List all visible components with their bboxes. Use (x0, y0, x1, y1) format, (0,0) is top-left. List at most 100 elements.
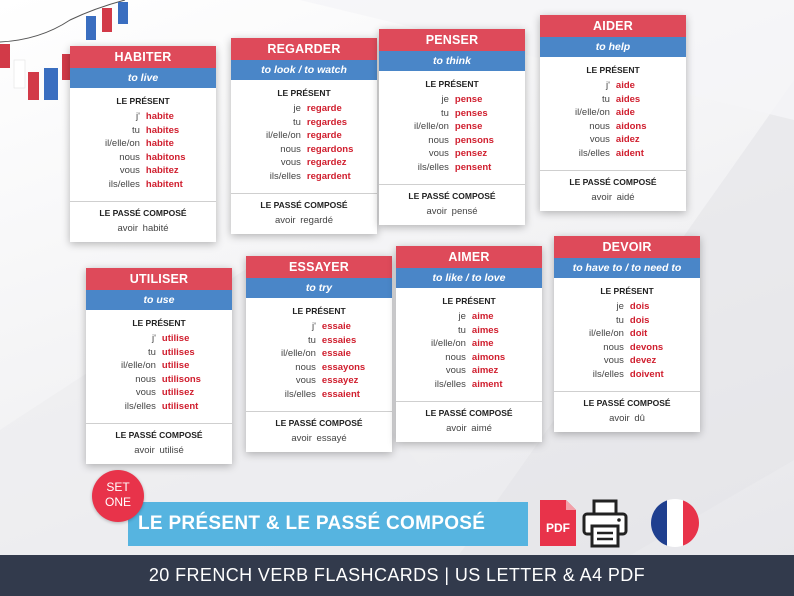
flashcard-habiter: HABITER to live LE PRÉSENT j' habite tu ha… (70, 46, 216, 242)
divider (379, 183, 525, 185)
verb-form: pensons (454, 134, 494, 146)
verb-form: aimez (471, 365, 499, 377)
passe-compose-value: avoir utilisé (134, 444, 184, 456)
pronoun: il/elle/on (105, 138, 140, 150)
verb-form: pensez (454, 148, 488, 160)
pronoun: je (293, 103, 301, 114)
pronoun: ils/elles (592, 368, 624, 380)
pronoun: ils/elles (417, 161, 449, 173)
card-verb: PENSER (379, 29, 525, 51)
conjugation-table: je regarde tu regardes il/elle/on regarde n… (231, 102, 377, 184)
pronoun: vous (445, 365, 466, 377)
card-translation: to help (540, 37, 686, 57)
card-verb: DEVOIR (554, 236, 700, 258)
pronoun: tu (131, 124, 140, 136)
set-badge: SET ONE (92, 470, 144, 522)
present-label: LE PRÉSENT (442, 296, 496, 306)
verb-form: doivent (629, 368, 664, 380)
pronoun: il/elle/on (575, 107, 610, 119)
pronoun: nous (445, 351, 466, 363)
divider (246, 410, 392, 412)
pronoun: j' (311, 321, 316, 332)
verb-form: aides (615, 93, 641, 105)
pronoun: vous (295, 375, 316, 387)
verb-form: regardez (306, 157, 347, 169)
french-flag-icon (651, 499, 699, 547)
footer-banner: 20 FRENCH VERB FLASHCARDS | US LETTER & … (0, 555, 794, 596)
pronoun: il/elle/on (431, 338, 466, 350)
pronoun: vous (603, 355, 624, 367)
card-translation: to look / to watch (231, 60, 377, 80)
present-label: LE PRÉSENT (132, 318, 186, 328)
pronoun: je (441, 94, 449, 105)
pronoun: tu (601, 93, 610, 105)
verb-form: habitez (145, 165, 179, 177)
verb-form: habitons (145, 151, 186, 163)
verb-form: essaient (321, 388, 360, 400)
verb-form: penses (454, 107, 488, 119)
verb-form: aidez (615, 134, 640, 146)
passe-compose-label: LE PASSÉ COMPOSÉ (115, 429, 203, 440)
pronoun: ils/elles (124, 400, 156, 412)
pronoun: nous (295, 361, 316, 373)
pronoun: j' (605, 80, 610, 91)
card-verb: ESSAYER (246, 256, 392, 278)
flashcard-utiliser: UTILISER to use LE PRÉSENT j' utilise tu u… (86, 268, 232, 464)
verb-form: essayez (321, 375, 359, 387)
verb-form: dois (629, 301, 650, 312)
pronoun: nous (119, 151, 140, 163)
pronoun: il/elle/on (281, 348, 316, 360)
flashcard-essayer: ESSAYER to try LE PRÉSENT j' essaie tu ess… (246, 256, 392, 452)
pronoun: il/elle/on (414, 121, 449, 133)
pronoun: ils/elles (434, 378, 466, 390)
pronoun: nous (135, 373, 156, 385)
verb-form: devez (629, 355, 657, 367)
verb-form: aime (471, 311, 494, 322)
printer-icon (582, 499, 628, 548)
verb-form: habite (145, 138, 174, 150)
present-label: LE PRÉSENT (586, 65, 640, 75)
verb-form: pense (454, 121, 483, 133)
card-translation: to have to / to need to (554, 258, 700, 278)
pronoun: tu (615, 314, 624, 326)
divider (70, 200, 216, 202)
conjugation-table: j' habite tu habites il/elle/on habite nous… (70, 110, 216, 192)
verb-form: regardent (306, 170, 351, 182)
pronoun: ils/elles (284, 388, 316, 400)
verb-form: regarde (306, 130, 342, 142)
passe-compose-label: LE PASSÉ COMPOSÉ (408, 190, 496, 201)
card-translation: to think (379, 51, 525, 71)
pronoun: vous (589, 134, 610, 146)
divider (86, 422, 232, 424)
passe-compose-value: avoir dû (609, 412, 645, 424)
card-translation: to try (246, 278, 392, 298)
present-label: LE PRÉSENT (116, 96, 170, 106)
card-translation: to live (70, 68, 216, 88)
pronoun: je (458, 311, 466, 322)
passe-compose-label: LE PASSÉ COMPOSÉ (260, 199, 348, 210)
verb-form: devons (629, 341, 664, 353)
passe-compose-value: avoir essayé (291, 432, 347, 444)
verb-form: aiment (471, 378, 503, 390)
divider (231, 192, 377, 194)
conjugation-table: j' utilise tu utilises il/elle/on utilise n… (86, 332, 232, 414)
pdf-label: PDF (546, 521, 570, 535)
title-banner: LE PRÉSENT & LE PASSÉ COMPOSÉ (128, 502, 528, 546)
present-label: LE PRÉSENT (292, 306, 346, 316)
pronoun: tu (457, 324, 466, 336)
divider (540, 169, 686, 171)
pronoun: j' (135, 111, 140, 122)
verb-form: essaie (321, 321, 351, 332)
passe-compose-label: LE PASSÉ COMPOSÉ (275, 417, 363, 428)
verb-form: utilise (161, 360, 190, 372)
verb-form: regarde (306, 103, 342, 114)
conjugation-table: je pense tu penses il/elle/on pense nous pen… (379, 93, 525, 175)
verb-form: essayons (321, 361, 366, 373)
card-translation: to like / to love (396, 268, 542, 288)
pronoun: tu (440, 107, 449, 119)
divider (396, 400, 542, 402)
pronoun: ils/elles (578, 147, 610, 159)
verb-form: regardons (306, 143, 354, 155)
pronoun: il/elle/on (121, 360, 156, 372)
passe-compose-value: avoir regardé (275, 214, 333, 226)
